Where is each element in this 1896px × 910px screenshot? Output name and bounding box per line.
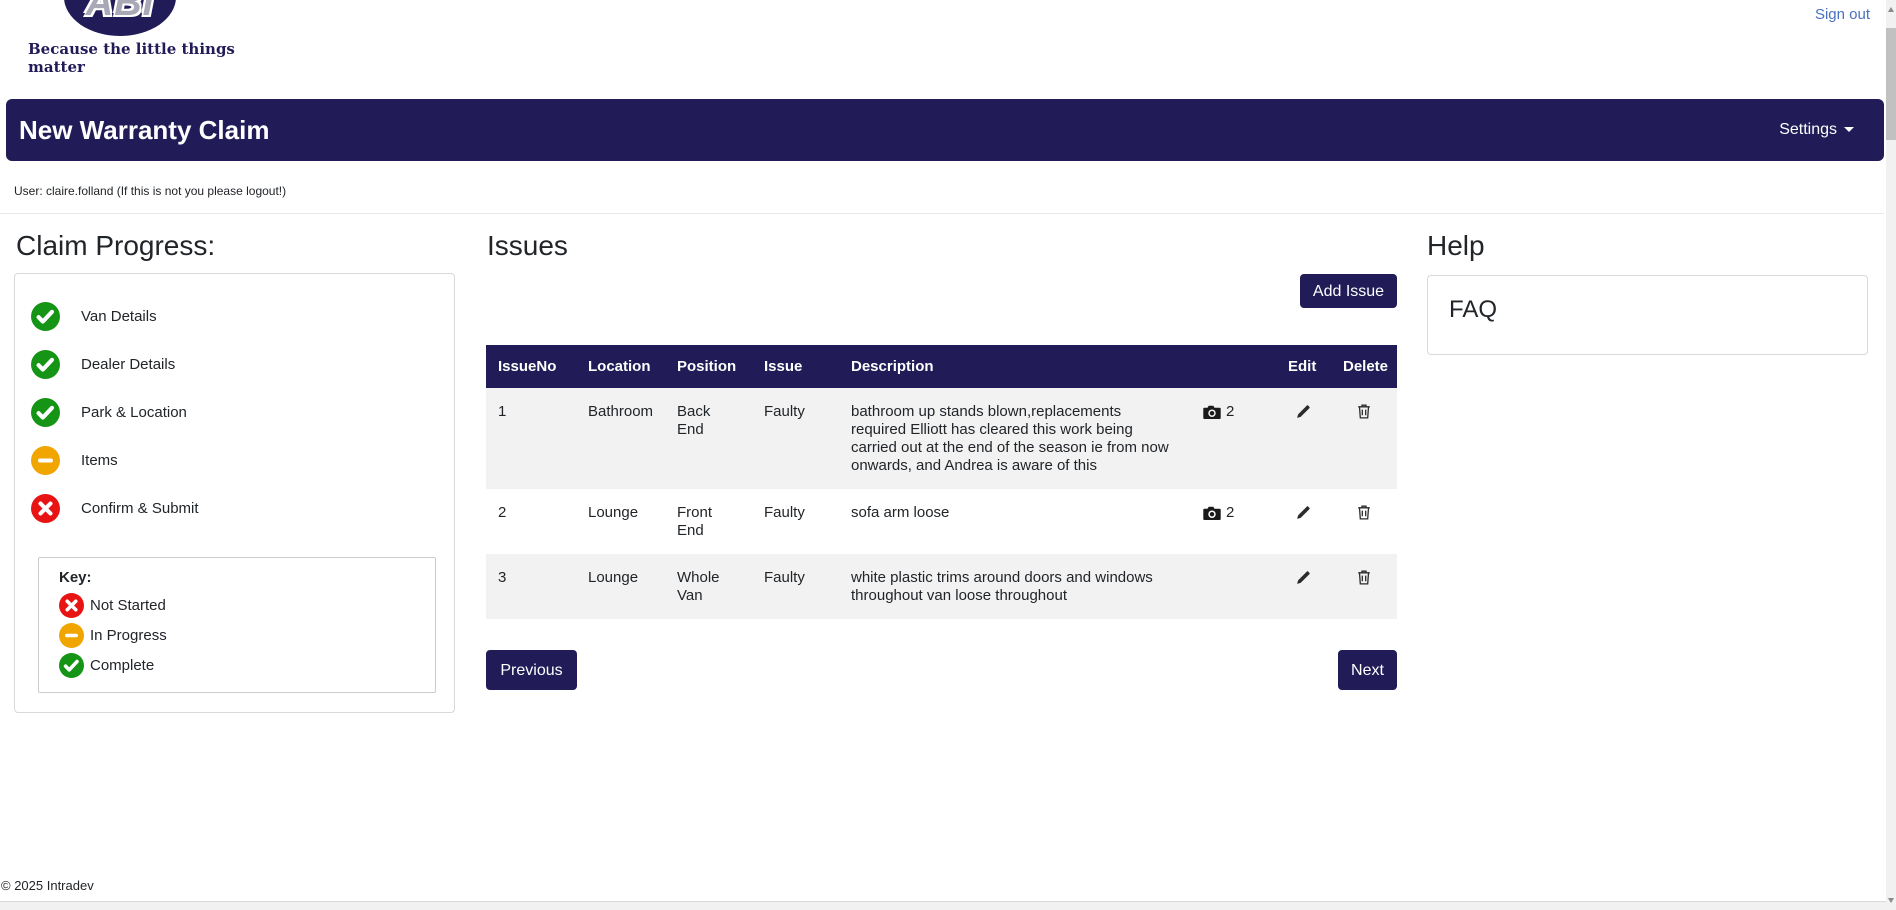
edit-pencil-icon[interactable] bbox=[1295, 569, 1312, 586]
camera-icon bbox=[1203, 506, 1221, 520]
edit-pencil-icon[interactable] bbox=[1295, 403, 1312, 420]
issues-table: IssueNo Location Position Issue Descript… bbox=[486, 345, 1397, 619]
cell-issueno: 1 bbox=[498, 403, 507, 420]
progress-step-label: Dealer Details bbox=[81, 356, 176, 373]
x-circle-icon bbox=[59, 593, 84, 618]
delete-trash-icon[interactable] bbox=[1356, 403, 1372, 420]
key-item-not-started: Not Started bbox=[59, 593, 435, 618]
help-faq-card: FAQ bbox=[1427, 275, 1868, 355]
scroll-up-arrow-icon[interactable] bbox=[1888, 7, 1894, 12]
camera-icon bbox=[1203, 405, 1221, 419]
check-circle-icon bbox=[31, 350, 60, 379]
faq-link[interactable]: FAQ bbox=[1449, 296, 1498, 323]
delete-trash-icon[interactable] bbox=[1356, 569, 1372, 586]
page-title: New Warranty Claim bbox=[19, 115, 270, 145]
status-key-box: Key: Not Started In Progress Complete bbox=[38, 557, 436, 693]
delete-trash-icon[interactable] bbox=[1356, 504, 1372, 521]
x-circle-icon bbox=[31, 494, 60, 523]
minus-circle-icon bbox=[31, 446, 60, 475]
settings-dropdown[interactable]: Settings bbox=[1779, 99, 1854, 161]
cell-issue: Faulty bbox=[764, 504, 805, 521]
photo-count: 2 bbox=[1226, 504, 1235, 521]
progress-step-dealer-details: Dealer Details bbox=[31, 350, 199, 379]
sign-out-link[interactable]: Sign out bbox=[1814, 6, 1870, 23]
check-circle-icon bbox=[31, 302, 60, 331]
progress-step-items: Items bbox=[31, 446, 199, 475]
cell-location: Bathroom bbox=[588, 403, 654, 420]
key-item-in-progress: In Progress bbox=[59, 623, 435, 648]
issues-table-header-row: IssueNo Location Position Issue Descript… bbox=[486, 345, 1397, 388]
abi-logo-text: ABI bbox=[85, 0, 155, 24]
page-header-bar: New Warranty Claim Settings bbox=[6, 99, 1884, 161]
col-header-delete: Delete bbox=[1343, 358, 1389, 375]
check-circle-icon bbox=[31, 398, 60, 427]
cell-issueno: 3 bbox=[498, 569, 507, 586]
col-header-issueno: IssueNo bbox=[498, 358, 557, 375]
col-header-location: Location bbox=[588, 358, 651, 375]
footer-copyright: © 2025 Intradev bbox=[1, 878, 94, 893]
issue-row: 2 Lounge Front End Faulty sofa arm loose… bbox=[486, 489, 1397, 554]
check-circle-icon bbox=[59, 653, 84, 678]
key-item-label: In Progress bbox=[90, 627, 167, 644]
divider bbox=[0, 213, 1884, 214]
key-item-label: Not Started bbox=[90, 597, 166, 614]
cell-issue: Faulty bbox=[764, 403, 805, 420]
progress-step-label: Confirm & Submit bbox=[81, 500, 199, 517]
previous-button[interactable]: Previous bbox=[486, 650, 577, 690]
col-header-photos bbox=[1191, 345, 1276, 388]
photo-count: 2 bbox=[1226, 403, 1235, 420]
key-heading: Key: bbox=[59, 569, 92, 586]
minus-circle-icon bbox=[59, 623, 84, 648]
cell-description: white plastic trims around doors and win… bbox=[851, 569, 1153, 604]
progress-step-label: Items bbox=[81, 452, 118, 469]
vertical-scrollbar-thumb[interactable] bbox=[1886, 28, 1896, 140]
add-issue-button[interactable]: Add Issue bbox=[1300, 274, 1397, 308]
cell-position: Front End bbox=[677, 504, 713, 539]
help-heading: Help bbox=[1427, 230, 1485, 261]
col-header-description: Description bbox=[851, 358, 934, 375]
progress-step-label: Van Details bbox=[81, 308, 157, 325]
issue-row: 1 Bathroom Back End Faulty bathroom up s… bbox=[486, 388, 1397, 489]
settings-label: Settings bbox=[1779, 121, 1837, 138]
brand-tagline: Because the little things matter bbox=[28, 40, 235, 76]
claim-progress-card: Van Details Dealer Details Park & Locati… bbox=[14, 273, 455, 713]
horizontal-scrollbar-track[interactable] bbox=[0, 901, 1886, 910]
progress-step-park-location: Park & Location bbox=[31, 398, 199, 427]
col-header-position: Position bbox=[677, 358, 737, 375]
abi-logo: ABI bbox=[64, 0, 176, 36]
vertical-scrollbar-track[interactable] bbox=[1886, 0, 1896, 910]
user-notice: User: claire.folland (If this is not you… bbox=[14, 184, 287, 198]
cell-location: Lounge bbox=[588, 504, 639, 521]
issues-heading: Issues bbox=[487, 230, 568, 261]
col-header-issue: Issue bbox=[764, 358, 803, 375]
key-item-complete: Complete bbox=[59, 653, 435, 678]
scroll-down-arrow-icon[interactable] bbox=[1888, 898, 1894, 903]
issue-row: 3 Lounge Whole Van Faulty white plastic … bbox=[486, 554, 1397, 619]
cell-position: Back End bbox=[677, 403, 711, 438]
cell-description: sofa arm loose bbox=[851, 504, 950, 521]
key-item-label: Complete bbox=[90, 657, 155, 674]
cell-position: Whole Van bbox=[677, 569, 720, 604]
cell-description: bathroom up stands blown,replacements re… bbox=[851, 403, 1169, 474]
progress-step-van-details: Van Details bbox=[31, 302, 199, 331]
photos-badge[interactable]: 2 bbox=[1203, 504, 1234, 522]
next-button[interactable]: Next bbox=[1338, 650, 1397, 690]
cell-issueno: 2 bbox=[498, 504, 507, 521]
cell-location: Lounge bbox=[588, 569, 639, 586]
claim-progress-heading: Claim Progress: bbox=[16, 230, 216, 261]
cell-issue: Faulty bbox=[764, 569, 805, 586]
edit-pencil-icon[interactable] bbox=[1295, 504, 1312, 521]
progress-step-label: Park & Location bbox=[81, 404, 187, 421]
chevron-down-icon bbox=[1844, 127, 1854, 133]
col-header-edit: Edit bbox=[1288, 358, 1317, 375]
progress-step-confirm-submit: Confirm & Submit bbox=[31, 494, 199, 523]
photos-badge[interactable]: 2 bbox=[1203, 403, 1234, 421]
